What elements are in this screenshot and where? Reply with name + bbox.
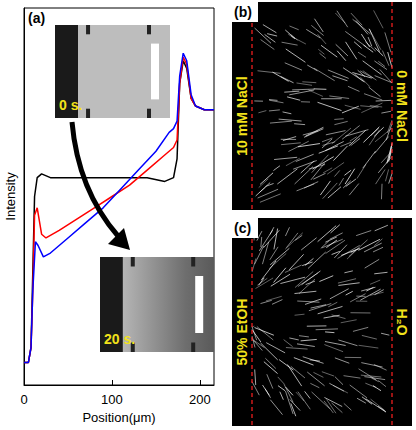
svg-text:(c): (c) xyxy=(234,220,251,236)
svg-text:0: 0 xyxy=(20,392,27,407)
svg-text:Position(μm): Position(μm) xyxy=(82,410,155,425)
svg-text:0 mM NaCl: 0 mM NaCl xyxy=(394,70,410,142)
svg-text:10 mM NaCl: 10 mM NaCl xyxy=(234,76,250,155)
svg-text:20 s.: 20 s. xyxy=(104,331,135,347)
svg-text:50% EtOH: 50% EtOH xyxy=(234,299,250,366)
svg-text:(b): (b) xyxy=(234,4,252,20)
svg-text:H₂O: H₂O xyxy=(394,308,410,335)
svg-text:Intensity: Intensity xyxy=(3,172,18,221)
svg-text:200: 200 xyxy=(189,392,211,407)
svg-text:100: 100 xyxy=(101,392,123,407)
svg-text:(a): (a) xyxy=(28,10,45,26)
svg-text:0 s.: 0 s. xyxy=(59,97,82,113)
